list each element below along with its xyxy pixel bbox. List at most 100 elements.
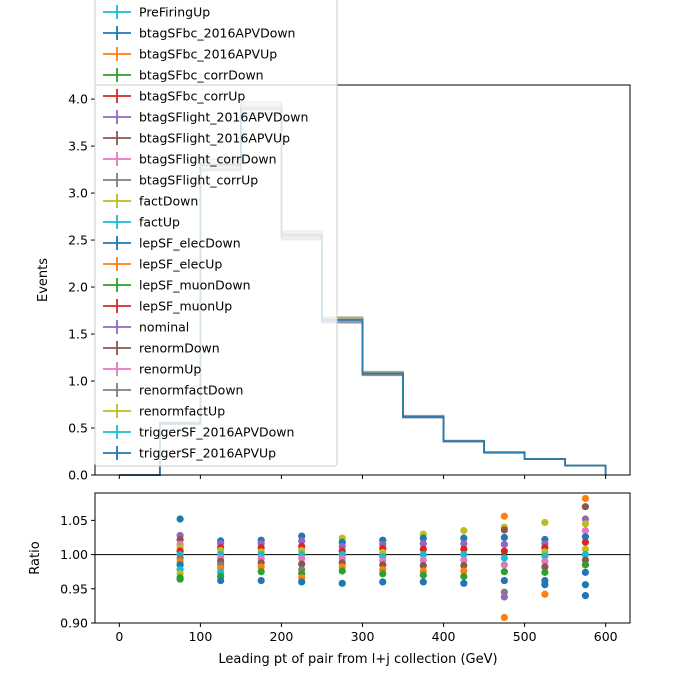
ratio-point — [338, 567, 346, 575]
ratio-point — [419, 550, 427, 559]
ratio-point — [500, 526, 508, 534]
ratio-point — [541, 581, 549, 589]
legend-entry-label: btagSFlight_2016APVDown — [139, 110, 308, 125]
legend-entry-label: lepSF_elecDown — [139, 236, 241, 251]
legend-entry-label: lepSF_muonDown — [139, 278, 251, 293]
legend-entry-label: btagSFbc_2016APVUp — [139, 47, 277, 62]
ratio-point — [298, 560, 306, 568]
ratio-point — [379, 578, 387, 586]
legend-entry-label: factDown — [139, 194, 198, 209]
ratio-point — [257, 568, 265, 576]
main-y-tick-label: 1.5 — [68, 327, 88, 342]
ratio-point — [419, 561, 427, 570]
ratio-point — [581, 545, 590, 553]
ratio-point — [581, 527, 590, 535]
ratio-point — [500, 593, 508, 601]
ratio-point — [460, 567, 468, 575]
ratio-point — [419, 571, 427, 579]
ratio-point — [460, 572, 468, 581]
legend-entry-label: btagSFlight_corrDown — [139, 152, 277, 167]
ratio-point — [298, 537, 306, 545]
main-y-tick-label: 4.0 — [68, 92, 88, 107]
main-y-ticks: 0.0 0.5 1.0 1.5 2.0 2.5 3.0 3.5 4.0 — [68, 92, 95, 483]
ratio-point — [500, 561, 508, 569]
ratio-point — [500, 554, 508, 562]
ratio-point — [419, 578, 427, 586]
legend-entry-label: lepSF_muonUp — [139, 299, 232, 314]
ratio-x-tick-label: 100 — [188, 629, 212, 644]
ratio-point — [176, 515, 184, 523]
legend-entry-label: factUp — [139, 215, 180, 230]
ratio-point — [460, 556, 468, 564]
ratio-point — [581, 494, 590, 503]
legend-entry-label: btagSFbc_2016APVDown — [139, 26, 295, 41]
ratio-point — [460, 579, 468, 587]
legend-box — [94, 0, 338, 467]
ratio-point — [541, 590, 549, 598]
legend-entry-label: PreFiringUp — [139, 5, 210, 20]
ratio-y-tick-label: 1.05 — [60, 513, 88, 528]
ratio-point — [460, 527, 468, 535]
ratio-x-ticks: 0 100 200 300 400 500 600 — [115, 623, 618, 644]
ratio-point — [500, 613, 508, 622]
main-y-tick-label: 0.0 — [68, 468, 88, 483]
legend-entry-label: btagSFlight_corrUp — [139, 173, 258, 188]
ratio-x-tick-label: 400 — [432, 629, 456, 644]
legend-entry-label: btagSFbc_corrUp — [139, 89, 245, 104]
ratio-point — [500, 568, 508, 576]
main-y-tick-label: 3.0 — [68, 186, 88, 201]
x-axis-label: Leading pt of pair from l+j collection (… — [218, 652, 497, 667]
ratio-point — [298, 555, 306, 563]
ratio-point — [541, 552, 549, 560]
ratio-point — [419, 545, 427, 553]
ratio-point — [581, 503, 590, 511]
ratio-point — [581, 561, 590, 569]
ratio-point — [500, 576, 508, 585]
ratio-point — [379, 570, 387, 578]
ratio-point — [541, 563, 549, 571]
ratio-point — [460, 534, 468, 542]
main-y-tick-label: 3.5 — [68, 139, 88, 154]
ratio-point — [581, 520, 590, 528]
main-y-tick-label: 1.0 — [68, 374, 88, 389]
ratio-y-ticks: 0.90 0.95 1.00 1.05 — [60, 513, 95, 631]
ratio-point — [419, 556, 427, 564]
ratio-y-tick-label: 1.00 — [60, 547, 88, 562]
main-panel: 0.0 0.5 1.0 1.5 2.0 2.5 3.0 3.5 4.0 Events PreFi… — [36, 0, 631, 483]
ratio-y-tick-label: 0.90 — [60, 616, 88, 631]
main-x-ticks — [118, 475, 607, 479]
ratio-panel: 0.90 0.95 1.00 1.05 0 100 200 300 400 500 600 Rat… — [28, 492, 631, 667]
ratio-axes-frame — [94, 492, 631, 624]
legend-entry-label: lepSF_elecUp — [139, 257, 222, 272]
legend-entry-label: nominal — [139, 320, 189, 335]
ratio-point — [257, 576, 265, 585]
ratio-point — [460, 540, 468, 548]
legend-entry-label: renormUp — [139, 362, 201, 377]
legend-entry-label: btagSFbc_corrDown — [139, 68, 264, 83]
legend-entry-label: renormfactUp — [139, 404, 225, 419]
legend-entry-label: btagSFlight_2016APVUp — [139, 131, 290, 146]
ratio-y-axis-label: Ratio — [28, 541, 43, 574]
legend-entry-label: triggerSF_2016APVDown — [139, 425, 294, 440]
ratio-point — [500, 547, 508, 555]
legend: PreFiringUp btagSFbc_2016APVDown btagSFbc_… — [94, 0, 338, 467]
ratio-point — [298, 578, 306, 586]
ratio-point — [581, 581, 590, 589]
ratio-x-tick-label: 200 — [270, 629, 294, 644]
ratio-point — [217, 576, 225, 585]
ratio-x-tick-label: 500 — [513, 629, 537, 644]
ratio-point — [581, 592, 590, 600]
ratio-point — [500, 533, 508, 542]
ratio-x-tick-label: 600 — [594, 629, 618, 644]
ratio-point — [338, 579, 346, 587]
main-y-tick-label: 0.5 — [68, 421, 88, 436]
ratio-point — [581, 550, 590, 559]
ratio-y-tick-label: 0.95 — [60, 581, 88, 596]
ratio-points — [176, 494, 590, 622]
ratio-point — [500, 512, 508, 520]
ratio-point — [500, 540, 508, 548]
ratio-point — [581, 538, 590, 546]
main-y-tick-label: 2.0 — [68, 280, 88, 295]
legend-entry-label: triggerSF_2016APVUp — [139, 446, 276, 461]
